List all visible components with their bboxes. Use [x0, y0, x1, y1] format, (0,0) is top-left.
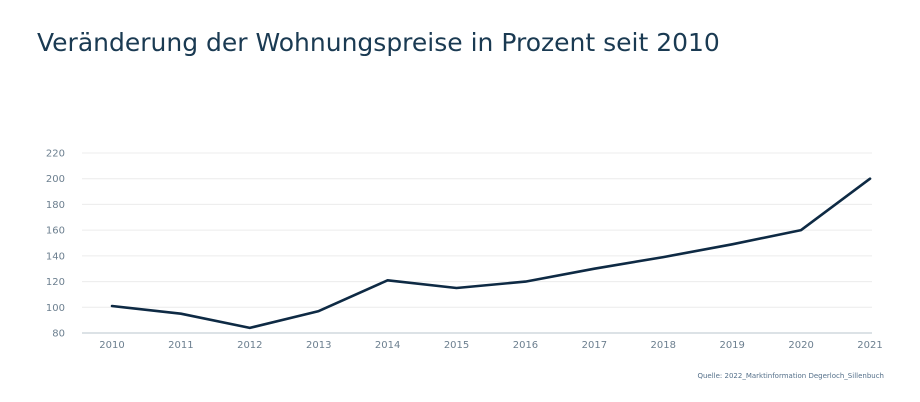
y-tick-label: 140	[46, 251, 65, 262]
x-tick-label: 2015	[444, 340, 469, 351]
y-tick-label: 220	[46, 149, 65, 160]
x-tick-label: 2010	[99, 340, 124, 351]
x-tick-label: 2016	[513, 340, 538, 351]
chart-title: Veränderung der Wohnungspreise in Prozen…	[37, 28, 720, 57]
x-tick-label: 2012	[237, 340, 262, 351]
y-tick-label: 200	[46, 174, 65, 185]
x-tick-label: 2013	[306, 340, 331, 351]
y-tick-label: 100	[46, 303, 65, 314]
y-tick-label: 120	[46, 277, 65, 288]
x-tick-label: 2017	[582, 340, 607, 351]
x-tick-label: 2014	[375, 340, 400, 351]
y-axis-ticks: 80 100 120 140 160 180 200 220	[46, 149, 65, 340]
x-tick-label: 2018	[651, 340, 676, 351]
series-line	[110, 177, 872, 330]
source-note: Quelle: 2022_Marktinformation Degerloch_…	[697, 372, 884, 380]
x-tick-label: 2021	[857, 340, 882, 351]
x-tick-label: 2011	[168, 340, 193, 351]
x-tick-label: 2020	[788, 340, 813, 351]
gridlines	[82, 152, 872, 308]
y-tick-label: 160	[46, 226, 65, 237]
y-tick-label: 80	[52, 329, 65, 340]
y-tick-label: 180	[46, 200, 65, 211]
x-axis-ticks: 2010 2011 2012 2013 2014 2015 2016 2017 2018 2019…	[99, 340, 882, 351]
x-tick-label: 2019	[719, 340, 744, 351]
